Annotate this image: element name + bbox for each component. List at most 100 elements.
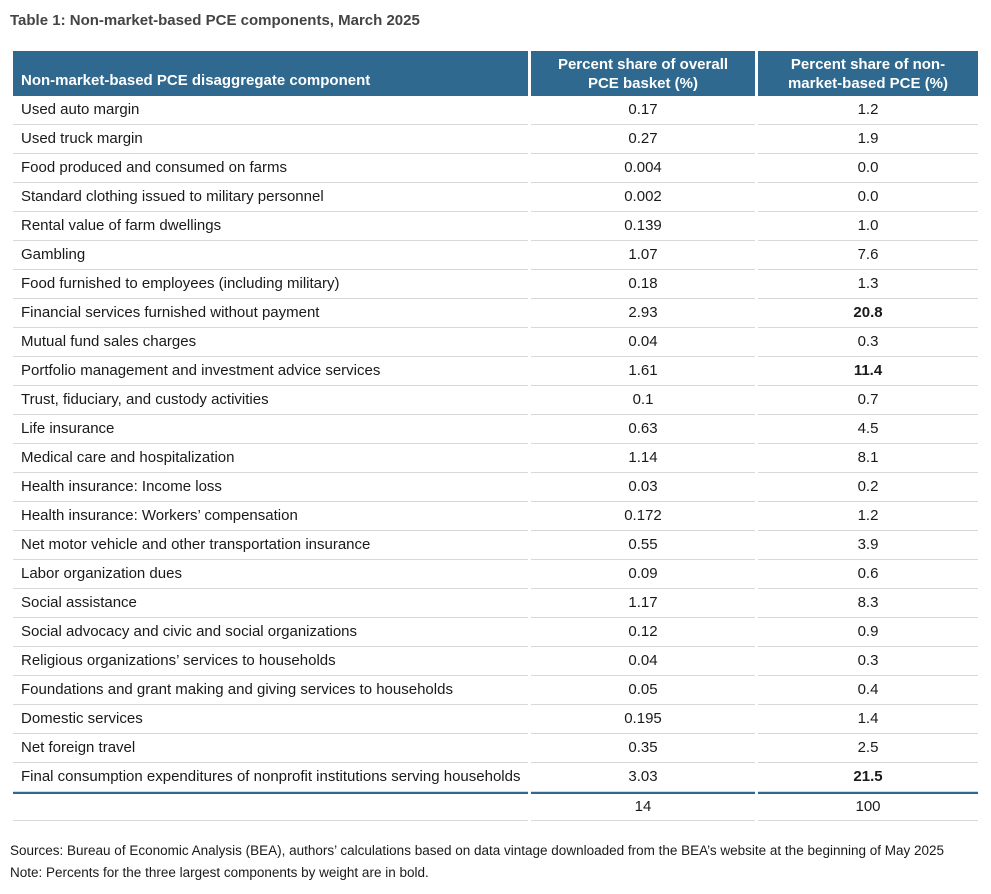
component-name: Gambling — [13, 241, 528, 270]
table-row: Gambling 1.07 7.6 — [13, 241, 978, 270]
component-name: Final consumption expenditures of nonpro… — [13, 763, 528, 792]
table-row: Net motor vehicle and other transportati… — [13, 531, 978, 560]
component-name: Life insurance — [13, 415, 528, 444]
component-name: Net motor vehicle and other transportati… — [13, 531, 528, 560]
table-row: Life insurance 0.63 4.5 — [13, 415, 978, 444]
table-row: Mutual fund sales charges 0.04 0.3 — [13, 328, 978, 357]
pce-basket-share-value: 0.1 — [531, 386, 755, 415]
table-row: Final consumption expenditures of nonpro… — [13, 763, 978, 792]
non-market-share-value: 1.4 — [758, 705, 978, 734]
component-name: Portfolio management and investment advi… — [13, 357, 528, 386]
component-name: Labor organization dues — [13, 560, 528, 589]
non-market-share-value: 3.9 — [758, 531, 978, 560]
total-label — [13, 792, 528, 821]
component-name: Rental value of farm dwellings — [13, 212, 528, 241]
non-market-share-value: 11.4 — [758, 357, 978, 386]
pce-basket-share-value: 0.03 — [531, 473, 755, 502]
table-row: Social advocacy and civic and social org… — [13, 618, 978, 647]
table-row: Religious organizations’ services to hou… — [13, 647, 978, 676]
component-name: Social assistance — [13, 589, 528, 618]
table-row: Domestic services 0.195 1.4 — [13, 705, 978, 734]
col-header-non-market-share: Percent share of non-market-based PCE (%… — [758, 51, 978, 96]
table-row: Foundations and grant making and giving … — [13, 676, 978, 705]
non-market-share-value: 20.8 — [758, 299, 978, 328]
pce-basket-share-value: 0.55 — [531, 531, 755, 560]
non-market-share-value: 0.3 — [758, 647, 978, 676]
pce-components-table: Non-market-based PCE disaggregate compon… — [10, 51, 981, 821]
table-row: Labor organization dues 0.09 0.6 — [13, 560, 978, 589]
non-market-share-value: 4.5 — [758, 415, 978, 444]
component-name: Standard clothing issued to military per… — [13, 183, 528, 212]
col-header-component: Non-market-based PCE disaggregate compon… — [13, 51, 528, 96]
non-market-share-value: 0.0 — [758, 183, 978, 212]
non-market-share-value: 0.0 — [758, 154, 978, 183]
table-row: Trust, fiduciary, and custody activities… — [13, 386, 978, 415]
table-row: Rental value of farm dwellings 0.139 1.0 — [13, 212, 978, 241]
total-row: 14 100 — [13, 792, 978, 821]
component-name: Health insurance: Workers’ compensation — [13, 502, 528, 531]
pce-basket-share-value: 0.18 — [531, 270, 755, 299]
table-row: Food furnished to employees (including m… — [13, 270, 978, 299]
pce-basket-share-value: 1.07 — [531, 241, 755, 270]
table-title: Table 1: Non-market-based PCE components… — [10, 12, 420, 29]
non-market-share-value: 7.6 — [758, 241, 978, 270]
non-market-share-value: 1.9 — [758, 125, 978, 154]
pce-basket-share-value: 0.172 — [531, 502, 755, 531]
component-name: Used auto margin — [13, 96, 528, 125]
pce-basket-share-value: 0.12 — [531, 618, 755, 647]
pce-basket-share-value: 1.14 — [531, 444, 755, 473]
non-market-share-value: 0.4 — [758, 676, 978, 705]
non-market-share-value: 8.1 — [758, 444, 978, 473]
pce-basket-share-value: 0.35 — [531, 734, 755, 763]
non-market-share-value: 8.3 — [758, 589, 978, 618]
component-name: Health insurance: Income loss — [13, 473, 528, 502]
table-row: Used auto margin 0.17 1.2 — [13, 96, 978, 125]
component-name: Domestic services — [13, 705, 528, 734]
table-row: Health insurance: Workers’ compensation 0… — [13, 502, 978, 531]
pce-basket-share-value: 2.93 — [531, 299, 755, 328]
non-market-share-value: 1.2 — [758, 502, 978, 531]
total-non-market-share: 100 — [758, 792, 978, 821]
pce-basket-share-value: 0.17 — [531, 96, 755, 125]
pce-basket-share-value: 3.03 — [531, 763, 755, 792]
non-market-share-value: 0.3 — [758, 328, 978, 357]
pce-basket-share-value: 0.05 — [531, 676, 755, 705]
table-row: Net foreign travel 0.35 2.5 — [13, 734, 978, 763]
non-market-share-value: 1.2 — [758, 96, 978, 125]
component-name: Social advocacy and civic and social org… — [13, 618, 528, 647]
non-market-share-value: 0.6 — [758, 560, 978, 589]
pce-basket-share-value: 0.004 — [531, 154, 755, 183]
component-name: Financial services furnished without pay… — [13, 299, 528, 328]
component-name: Used truck margin — [13, 125, 528, 154]
pce-basket-share-value: 0.195 — [531, 705, 755, 734]
non-market-share-value: 0.2 — [758, 473, 978, 502]
component-name: Foundations and grant making and giving … — [13, 676, 528, 705]
pce-basket-share-value: 0.09 — [531, 560, 755, 589]
total-pce-basket-share: 14 — [531, 792, 755, 821]
pce-basket-share-value: 0.04 — [531, 647, 755, 676]
footnotes: Sources: Bureau of Economic Analysis (BE… — [10, 840, 981, 894]
pce-basket-share-value: 0.002 — [531, 183, 755, 212]
col-header-pce-basket-share: Percent share of overall PCE basket (%) — [531, 51, 755, 96]
component-name: Net foreign travel — [13, 734, 528, 763]
table-row: Medical care and hospitalization 1.14 8.1 — [13, 444, 978, 473]
pce-basket-share-value: 1.61 — [531, 357, 755, 386]
sources-line: Sources: Bureau of Economic Analysis (BE… — [10, 843, 945, 858]
component-name: Food furnished to employees (including m… — [13, 270, 528, 299]
pce-basket-share-value: 1.17 — [531, 589, 755, 618]
table-row: Social assistance 1.17 8.3 — [13, 589, 978, 618]
component-name: Mutual fund sales charges — [13, 328, 528, 357]
non-market-share-value: 21.5 — [758, 763, 978, 792]
table-row: Used truck margin 0.27 1.9 — [13, 125, 978, 154]
pce-basket-share-value: 0.139 — [531, 212, 755, 241]
component-name: Trust, fiduciary, and custody activities — [13, 386, 528, 415]
component-name: Religious organizations’ services to hou… — [13, 647, 528, 676]
pce-basket-share-value: 0.04 — [531, 328, 755, 357]
non-market-share-value: 0.9 — [758, 618, 978, 647]
table-row: Financial services furnished without pay… — [13, 299, 978, 328]
non-market-share-value: 1.3 — [758, 270, 978, 299]
note-line: Note: Percents for the three largest com… — [10, 865, 429, 880]
non-market-share-value: 2.5 — [758, 734, 978, 763]
component-name: Medical care and hospitalization — [13, 444, 528, 473]
